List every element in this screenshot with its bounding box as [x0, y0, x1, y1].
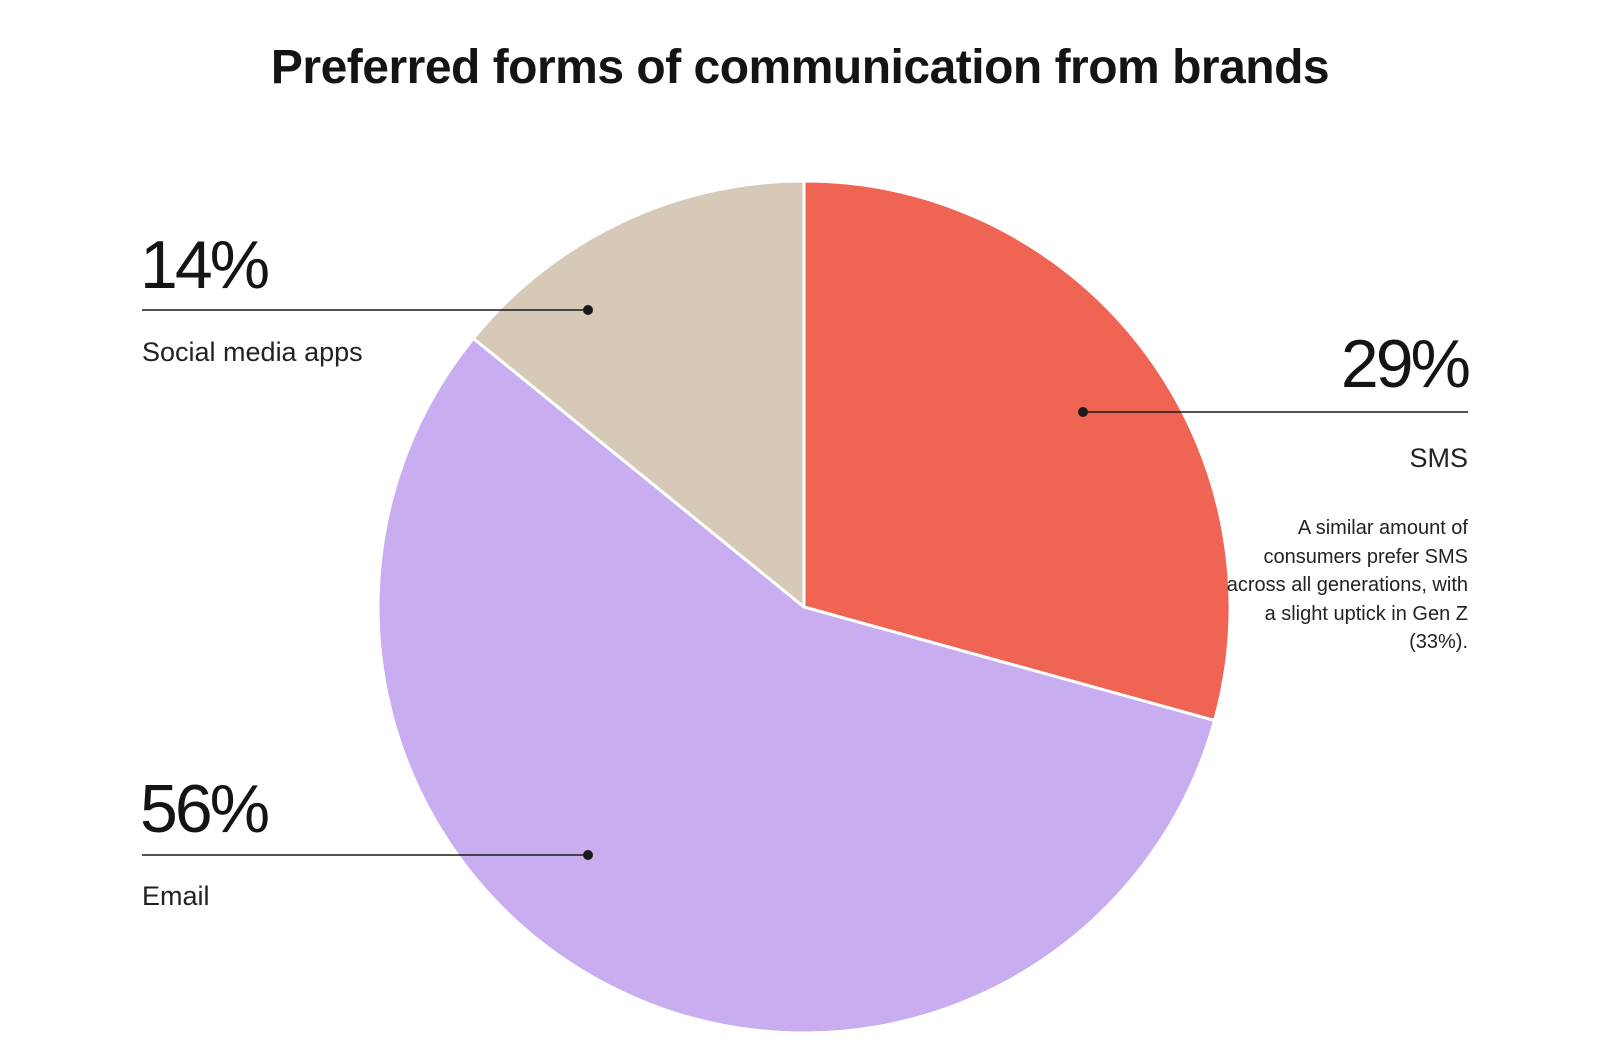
leader-lines — [142, 305, 1468, 860]
sms-percent-label: 29% — [1340, 326, 1471, 402]
pie-slices — [376, 179, 1232, 1035]
social-category-label: Social media apps — [142, 337, 363, 367]
sms-category-label: SMS — [1409, 443, 1468, 473]
email-leader-dot — [583, 850, 593, 860]
social-percent-label: 14% — [140, 227, 270, 303]
sms-annotation: A similar amount of consumers prefer SMS… — [1226, 517, 1468, 653]
email-percent-label: 56% — [140, 771, 270, 847]
pie-slice-sms — [802, 179, 1232, 723]
email-category-label: Email — [142, 881, 210, 911]
pie-slice-social-media-apps — [471, 179, 806, 609]
sms-leader-dot — [1078, 407, 1088, 417]
social-leader-dot — [583, 305, 593, 315]
chart-title: Preferred forms of communication from br… — [270, 41, 1330, 94]
